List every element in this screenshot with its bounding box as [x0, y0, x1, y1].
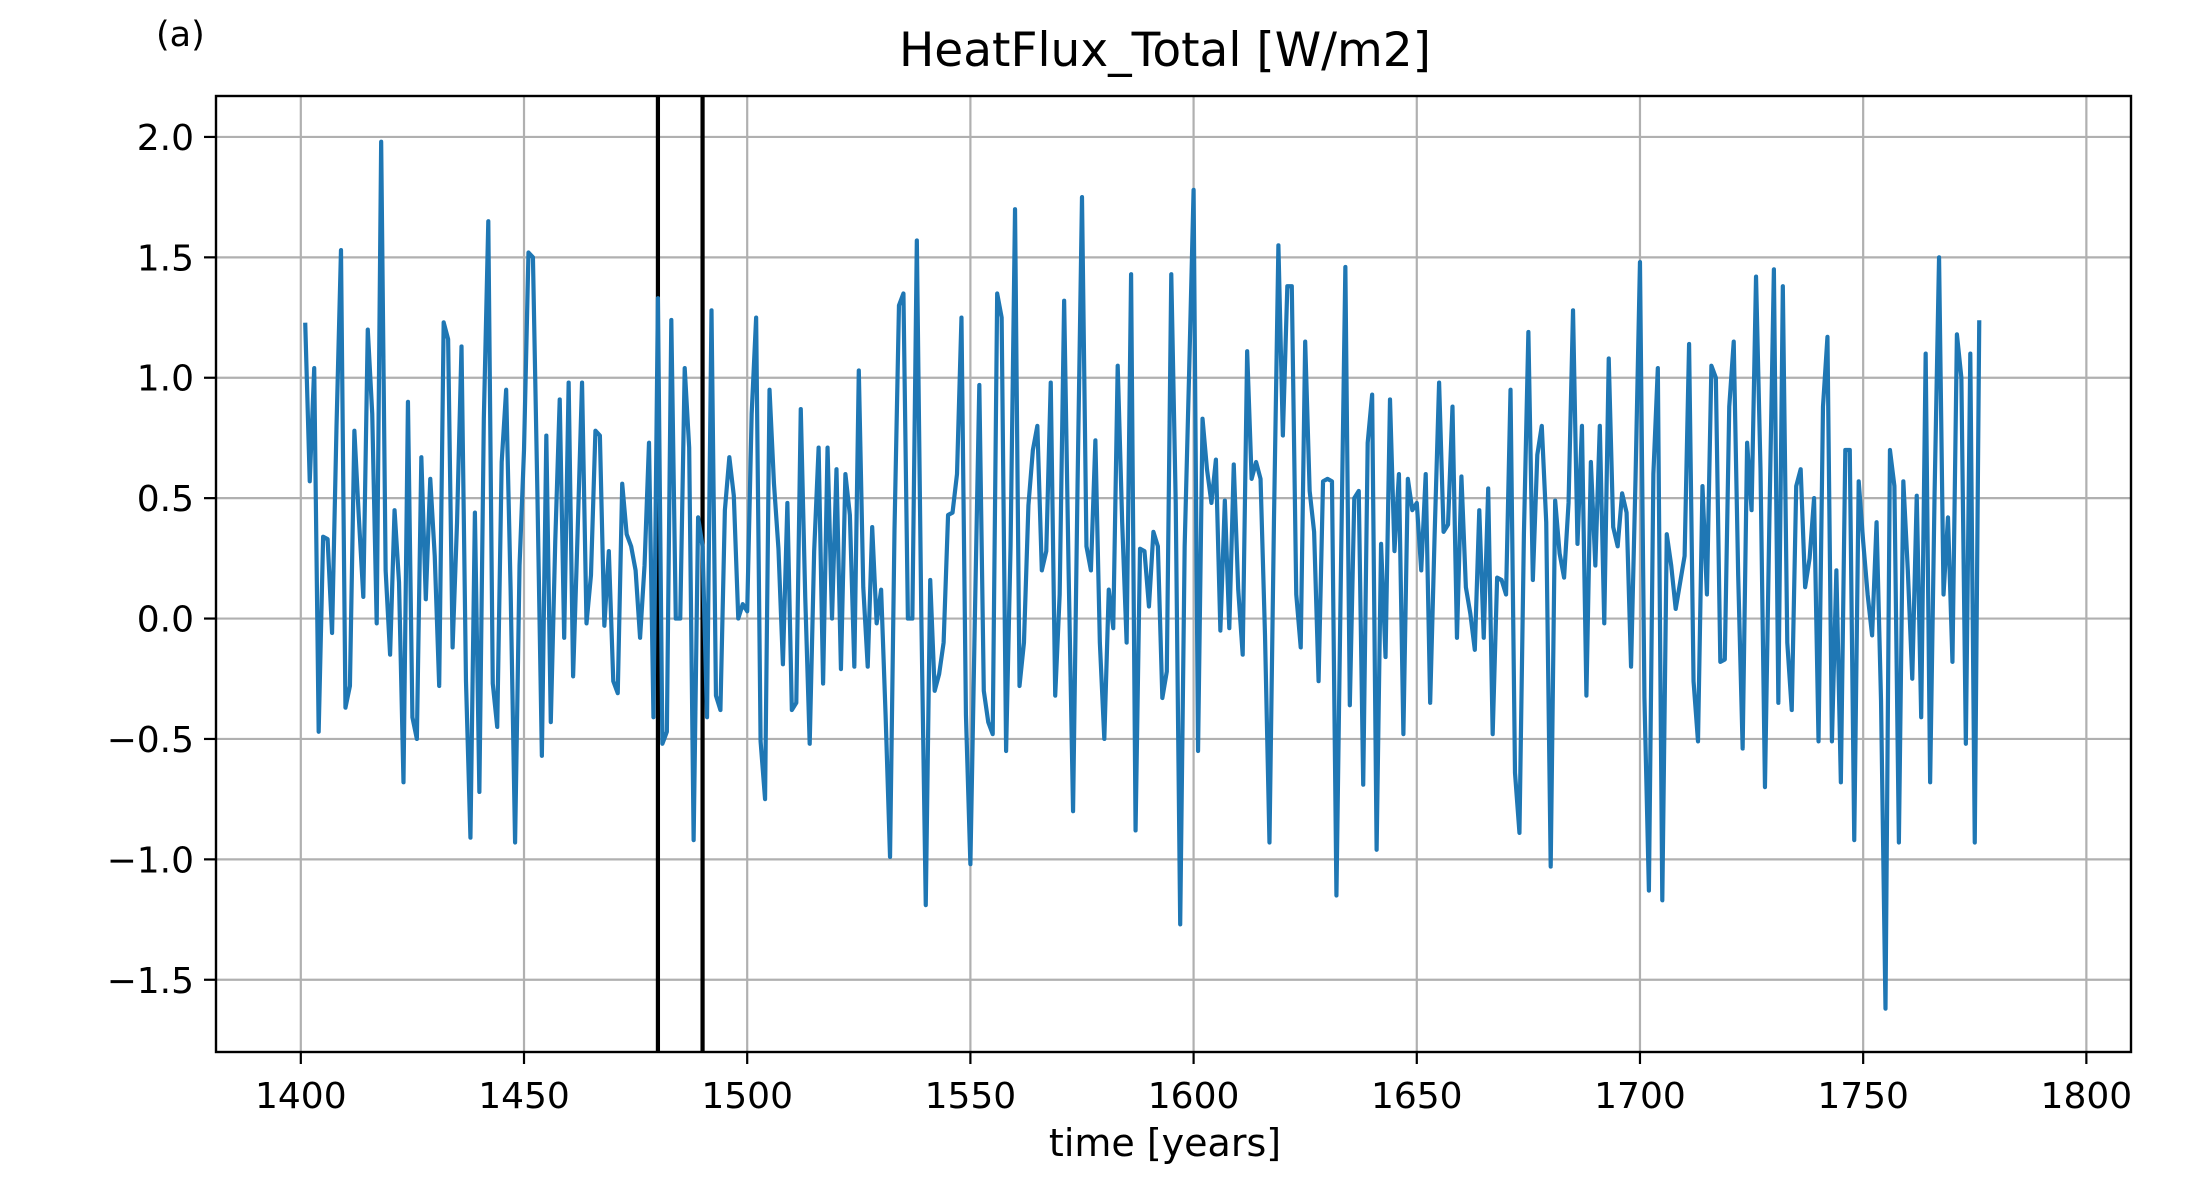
grid-lines — [216, 96, 2131, 1052]
x-tick-label: 1700 — [1594, 1076, 1686, 1117]
x-tick-label: 1450 — [478, 1076, 570, 1117]
x-tick-label: 1750 — [1817, 1076, 1909, 1117]
series-line — [303, 139, 1982, 1011]
x-tick-label: 1650 — [1371, 1076, 1463, 1117]
y-tick-label: 1.0 — [137, 359, 194, 400]
plot-frame — [214, 94, 2133, 1054]
y-tick-label: 0.0 — [137, 600, 194, 641]
x-axis-label: time [years] — [1049, 1121, 1281, 1165]
x-tick-label: 1400 — [255, 1076, 347, 1117]
y-tick-label: 2.0 — [137, 118, 194, 159]
x-tick-label: 1600 — [1148, 1076, 1240, 1117]
y-tick-label: −0.5 — [107, 720, 194, 761]
y-tick-label: 1.5 — [137, 238, 194, 279]
chart-title: HeatFlux_Total [W/m2] — [899, 23, 1431, 78]
panel-label: (a) — [156, 15, 205, 55]
y-tick-label: −1.5 — [107, 961, 194, 1002]
y-axis-ticks: −1.5 −1.0 −0.5 0.0 0.5 1.0 1.5 2.0 — [107, 118, 216, 1002]
y-tick-label: 0.5 — [137, 479, 194, 520]
x-tick-label: 1800 — [2041, 1076, 2133, 1117]
y-tick-label: −1.0 — [107, 840, 194, 881]
x-axis-ticks: 1400 1450 1500 1550 1600 1650 1700 1750 1800 — [255, 1052, 2132, 1117]
x-tick-label: 1500 — [701, 1076, 793, 1117]
x-tick-label: 1550 — [925, 1076, 1017, 1117]
